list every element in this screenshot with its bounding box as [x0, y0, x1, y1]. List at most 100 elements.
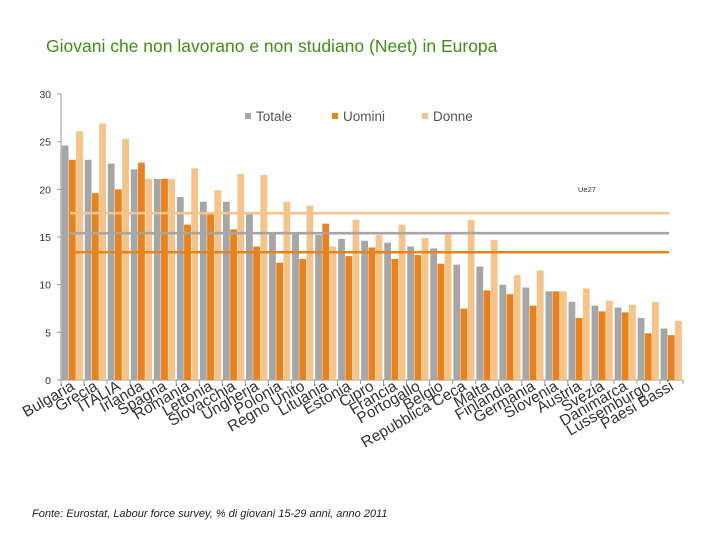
bar-donne-francia [398, 224, 406, 380]
bar-donne-polonia [283, 201, 291, 380]
bar-donne-repubblica-ceca [467, 219, 475, 380]
bar-totale-cipro [361, 240, 368, 380]
bar-uomini-portogallo [414, 255, 422, 380]
bar-donne-lettonia [214, 190, 222, 380]
bar-uomini-grecia [91, 193, 99, 380]
bar-uomini-svezia [598, 311, 606, 380]
bar-uomini-lituania [322, 223, 330, 380]
bar-uomini-irlanda [138, 162, 145, 380]
bar-donne-paesi-bassi [675, 320, 682, 380]
bar-totale-lussemburgo [637, 318, 645, 380]
bar-donne-portogallo [421, 237, 429, 380]
ue27-label: Ue27 [578, 185, 596, 194]
bar-totale-lettonia [199, 201, 207, 380]
bar-donne-svezia [605, 300, 613, 380]
bar-donne-belgio [444, 234, 452, 380]
bar-totale-finlandia [499, 284, 507, 380]
y-tick-label: 0 [45, 375, 51, 387]
bar-uomini-belgio [437, 263, 445, 380]
bar-uomini-lussemburgo [644, 333, 652, 380]
bar-donne-irlanda [145, 178, 153, 380]
bar-totale-romania [176, 196, 184, 380]
bar-totale-italia [107, 163, 115, 380]
legend: Totale Uomini Donne [245, 109, 473, 124]
bar-uomini-slovenia [552, 291, 560, 380]
bar-donne-estonia [352, 219, 360, 380]
bar-uomini-danimarca [621, 312, 629, 380]
bar-uomini-germania [529, 305, 537, 380]
bar-totale-regno-unito [292, 232, 299, 380]
bar-totale-germania [522, 287, 530, 380]
reference-lines: Ue27 [70, 185, 669, 254]
bar-totale-austria [568, 301, 576, 380]
bar-uomini-bulgaria [68, 159, 76, 380]
bar-totale-spagna [153, 178, 161, 380]
y-tick-label: 20 [39, 184, 51, 196]
bar-uomini-slovacchia [230, 229, 237, 380]
bar-uomini-repubblica-ceca [460, 308, 468, 380]
bar-uomini-paesi-bassi [667, 335, 675, 380]
bar-totale-portogallo [407, 246, 415, 380]
bar-uomini-finlandia [506, 294, 514, 380]
bar-totale-malta [476, 266, 484, 380]
bar-uomini-malta [483, 290, 491, 380]
bar-donne-slovenia [559, 291, 567, 380]
bar-uomini-lettonia [207, 212, 214, 380]
bar-donne-bulgaria [76, 131, 83, 380]
bar-donne-italia [122, 138, 129, 380]
bar-uomini-regno-unito [299, 258, 307, 380]
bar-uomini-austria [575, 318, 583, 380]
bar-totale-belgio [430, 248, 438, 380]
bar-uomini-cipro [368, 247, 376, 380]
bar-totale-irlanda [130, 169, 138, 380]
legend-label-uomini: Uomini [343, 109, 385, 124]
y-tick-label: 5 [45, 327, 51, 339]
legend-swatch-totale [245, 113, 251, 119]
bar-totale-paesi-bassi [660, 328, 668, 380]
bar-totale-slovacchia [222, 201, 230, 380]
source-note: Fonte: Eurostat, Labour force survey, % … [32, 508, 388, 520]
bar-totale-repubblica-ceca [453, 264, 461, 380]
bar-donne-cipro [375, 235, 383, 380]
category-labels: BulgariaGreciaITALIAIrlandaSpagnaRomania… [20, 377, 677, 451]
y-tick-label: 15 [39, 232, 51, 244]
bar-donne-romania [191, 168, 199, 380]
y-tick-label: 30 [39, 89, 51, 101]
bar-donne-slovacchia [237, 174, 245, 380]
bar-totale-francia [384, 242, 392, 380]
bar-donne-regno-unito [306, 205, 314, 380]
legend-swatch-donne [422, 113, 428, 119]
bar-uomini-estonia [345, 256, 353, 380]
bar-donne-austria [582, 288, 590, 380]
bar-uomini-italia [114, 189, 122, 380]
bar-totale-lituania [315, 235, 322, 380]
bar-donne-spagna [168, 178, 176, 380]
bar-uomini-ungheria [253, 246, 261, 380]
bar-uomini-francia [391, 258, 399, 380]
legend-label-donne: Donne [433, 109, 473, 124]
bar-totale-bulgaria [61, 145, 69, 380]
bar-totale-slovenia [545, 291, 553, 380]
bar-donne-danimarca [629, 304, 636, 380]
y-tick-label: 10 [39, 280, 51, 292]
bar-donne-ungheria [260, 175, 268, 380]
legend-label-totale: Totale [256, 109, 292, 124]
bar-uomini-polonia [276, 262, 284, 380]
bar-totale-ungheria [246, 214, 253, 380]
bar-totale-polonia [269, 232, 276, 380]
bar-totale-grecia [84, 159, 92, 380]
bar-uomini-spagna [161, 178, 168, 380]
bar-donne-lituania [329, 246, 337, 380]
bar-uomini-romania [184, 224, 191, 380]
y-tick-label: 25 [39, 137, 51, 149]
legend-swatch-uomini [332, 113, 338, 119]
bar-donne-finlandia [513, 275, 521, 380]
bar-donne-malta [490, 239, 498, 380]
bar-donne-germania [536, 270, 544, 380]
bar-totale-svezia [591, 305, 599, 380]
bar-totale-estonia [338, 238, 345, 380]
page-title: Giovani che non lavorano e non studiano … [46, 36, 498, 56]
bar-totale-danimarca [614, 307, 622, 380]
bar-donne-lussemburgo [652, 301, 659, 380]
